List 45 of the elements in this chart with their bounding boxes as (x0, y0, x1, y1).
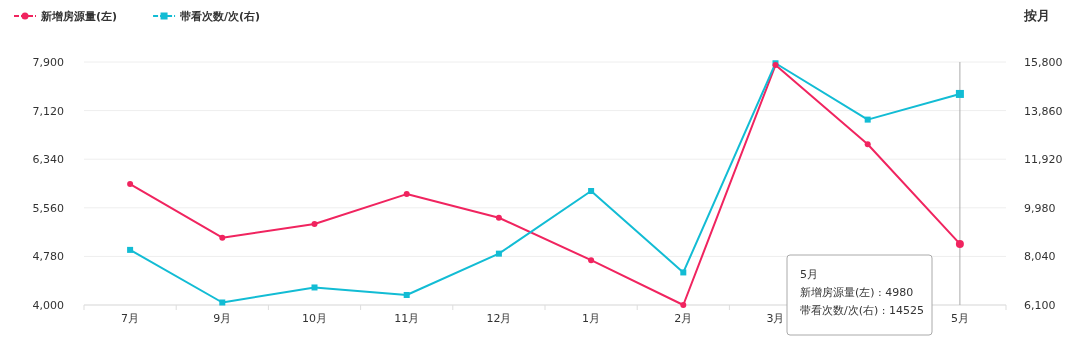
text: 按月 (1023, 8, 1050, 23)
x-tick-label: 5月 (950, 312, 969, 325)
point (680, 269, 687, 276)
point (219, 299, 226, 306)
point (955, 239, 964, 248)
point (311, 221, 318, 227)
x-tick-label: 7月 (121, 312, 140, 325)
point (680, 302, 687, 308)
y2-tick-label: 13,860 (1024, 104, 1063, 118)
x-tick-label: 12月 (486, 312, 512, 325)
y-tick-label: 4,780 (32, 250, 64, 264)
y-tick-label: 6,340 (32, 153, 64, 167)
x-tick-label: 3月 (766, 312, 785, 325)
point (219, 234, 226, 241)
y-tick-label: 7,120 (32, 104, 64, 118)
y2-tick-label: 15,800 (1024, 56, 1063, 69)
y-tick-label: 5,560 (32, 201, 64, 215)
point (495, 214, 502, 221)
x-tick-label: 10月 (302, 312, 327, 325)
annotation: 5月 (800, 268, 818, 281)
annotation: 带看次数/次(右) : 14525 (800, 304, 924, 317)
y2-tick-label: 9,980 (1024, 201, 1056, 215)
point (955, 89, 964, 98)
point (864, 116, 871, 123)
point (495, 250, 502, 257)
legend-label: 带看次数/次(右) (180, 10, 261, 23)
x-tick-label: 2月 (674, 312, 693, 325)
point (588, 188, 595, 195)
legend-label: 新增房源量(左) (40, 10, 118, 23)
y2-tick-label: 8,040 (1024, 250, 1056, 264)
x-tick-label: 11月 (394, 312, 420, 325)
point (127, 246, 134, 253)
x-tick-label: 1月 (582, 312, 601, 325)
y-tick-label: 7,900 (32, 56, 64, 69)
point (588, 257, 595, 264)
point (864, 141, 871, 148)
y2-tick-label: 11,920 (1024, 153, 1063, 167)
annotation: 新增房源量(左) : 4980 (800, 286, 914, 299)
x-tick-label: 9月 (213, 312, 232, 325)
point (311, 284, 318, 291)
y2-tick-label: 6,100 (1024, 299, 1056, 312)
y-tick-label: 4,000 (32, 299, 64, 312)
point (127, 181, 134, 188)
point (403, 191, 410, 198)
point (403, 291, 410, 298)
